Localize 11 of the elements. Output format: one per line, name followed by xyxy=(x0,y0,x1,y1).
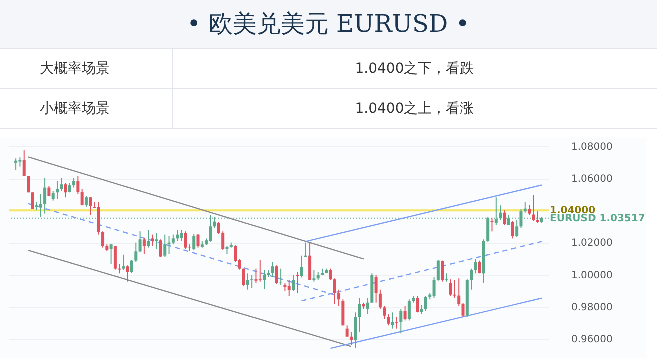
text: • 欧美兑美元 EURUSD • xyxy=(187,10,470,38)
y-tick-label: 0.98000 xyxy=(572,302,613,314)
y-tick-label: 1.00000 xyxy=(572,270,613,282)
text: 大概率场景 xyxy=(0,48,172,88)
y-tick-label: 1.06000 xyxy=(572,174,613,186)
y-tick-label: 1.02000 xyxy=(572,238,613,250)
text: 小概率场景 xyxy=(0,88,172,128)
y-tick-label: 1.08000 xyxy=(572,142,613,153)
text: 1.0400之上，看涨 xyxy=(172,88,657,128)
text: 1.0400之下，看跌 xyxy=(172,48,657,88)
y-tick-label: 0.96000 xyxy=(572,334,613,346)
